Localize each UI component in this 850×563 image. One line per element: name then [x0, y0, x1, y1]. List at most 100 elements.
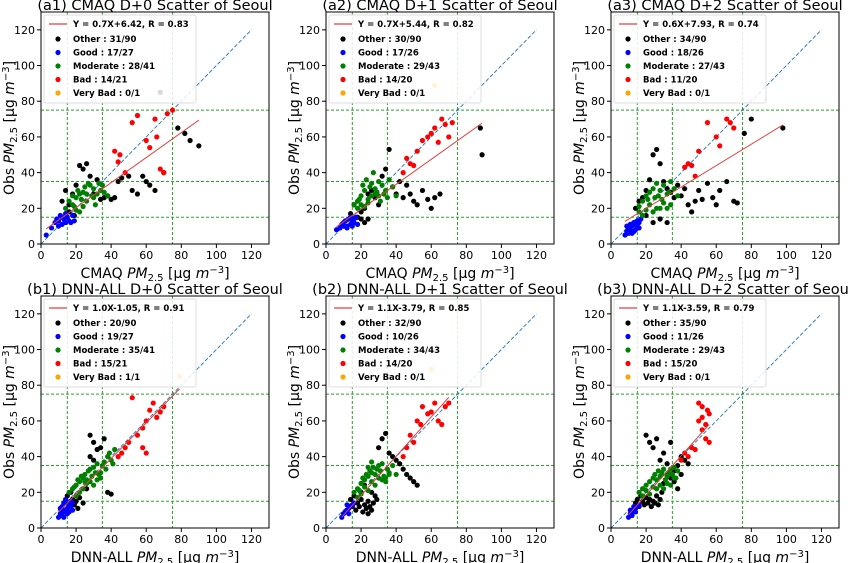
- point-moderate: [664, 205, 670, 211]
- point-moderate: [361, 187, 368, 194]
- point-moderate: [89, 473, 95, 479]
- point-other: [432, 195, 438, 201]
- x-tick-label: 80: [174, 533, 188, 546]
- point-bad: [428, 409, 434, 415]
- x-tick-label: 80: [744, 249, 758, 262]
- axis-label: Obs PM2.5 [μg m−3]: [1, 345, 20, 479]
- point-moderate: [361, 477, 368, 483]
- point-moderate: [101, 189, 107, 195]
- y-tick-label: 0: [598, 522, 605, 535]
- y-tick-label: 40: [21, 451, 35, 464]
- legend-marker-bad: [55, 360, 61, 367]
- point-bad: [134, 112, 141, 119]
- point-other: [689, 209, 695, 215]
- point-bad: [414, 418, 420, 424]
- point-other: [87, 454, 93, 460]
- legend-marker-moderate: [340, 347, 346, 353]
- y-tick-label: 60: [306, 131, 320, 144]
- axis-label: DNN-ALL PM2.5 [μg m−3]: [356, 549, 525, 563]
- legend-marker-very-bad: [625, 374, 631, 380]
- point-moderate: [383, 187, 389, 194]
- subplot-title: (b3) DNN-ALL D+2 Scatter of Seoul: [597, 282, 850, 298]
- x-tick-label: 120: [241, 249, 262, 262]
- legend-marker-moderate: [340, 63, 346, 69]
- legend-entry: Other : 20/90: [73, 319, 136, 329]
- point-bad: [419, 137, 426, 144]
- point-bad: [117, 152, 123, 158]
- point-moderate: [75, 477, 81, 483]
- point-good: [62, 496, 69, 503]
- point-moderate: [646, 491, 653, 497]
- point-other: [414, 482, 420, 488]
- point-other: [175, 125, 181, 131]
- plot-area: [41, 12, 269, 244]
- plot-frame: [325, 295, 555, 529]
- point-other: [400, 466, 406, 472]
- point-good: [631, 228, 637, 235]
- point-other: [675, 486, 681, 492]
- point-moderate: [671, 475, 677, 481]
- legend-entry: Moderate : 27/43: [643, 62, 725, 72]
- legend-entry: Bad : 14/20: [358, 360, 412, 370]
- legend-entry: Good : 17/27: [73, 49, 134, 59]
- point-good: [624, 223, 630, 229]
- point-moderate: [386, 177, 392, 183]
- legend-box: [328, 298, 482, 388]
- legend-fit-label: Y = 0.7X+6.42, R = 0.83: [72, 20, 189, 30]
- point-other: [386, 450, 392, 456]
- point-moderate: [76, 489, 83, 495]
- legend-marker-other: [340, 320, 346, 326]
- point-moderate: [369, 459, 375, 465]
- point-other: [84, 161, 90, 167]
- x-tick-label: 60: [424, 249, 438, 262]
- legend-marker-very-bad: [55, 90, 61, 96]
- point-other: [704, 180, 711, 186]
- point-bad: [414, 148, 420, 154]
- point-other: [664, 219, 670, 226]
- point-moderate: [655, 193, 661, 199]
- plot-area: [326, 12, 554, 244]
- point-other: [748, 116, 754, 122]
- y-tick-label: 20: [591, 202, 605, 215]
- point-other: [383, 430, 389, 437]
- point-moderate: [110, 461, 116, 467]
- legend: Y = 0.6X+7.93, R = 0.74 Other : 34/90 Good…: [613, 14, 767, 104]
- point-moderate: [103, 466, 109, 472]
- point-other: [661, 450, 667, 456]
- point-bad: [411, 439, 417, 445]
- point-moderate: [99, 182, 105, 188]
- legend-entry: Bad : 15/21: [73, 360, 127, 370]
- point-other: [646, 439, 653, 445]
- point-moderate: [643, 487, 649, 494]
- legend-marker-good: [55, 333, 61, 340]
- point-other: [126, 173, 132, 179]
- point-bad: [446, 134, 452, 140]
- x-tick-label: 0: [323, 533, 330, 546]
- point-other: [386, 146, 392, 153]
- point-bad: [703, 421, 709, 428]
- point-other: [655, 502, 661, 508]
- subplot-title: (b2) DNN-ALL D+1 Scatter of Seoul: [312, 282, 568, 298]
- point-good: [351, 216, 357, 222]
- point-good: [59, 507, 65, 513]
- point-bad: [154, 134, 160, 140]
- point-other: [87, 173, 93, 179]
- point-bad: [418, 421, 424, 428]
- point-moderate: [639, 212, 646, 219]
- axis-label: Obs PM2.5 [μg m−3]: [286, 345, 305, 479]
- point-bad: [400, 454, 406, 460]
- legend-entry: Moderate : 35/41: [73, 346, 155, 356]
- point-other: [692, 198, 698, 204]
- legend-entry: Bad : 14/20: [358, 76, 412, 86]
- point-bad: [699, 414, 705, 420]
- point-other: [654, 146, 660, 153]
- point-moderate: [654, 477, 660, 483]
- legend-marker-other: [625, 36, 631, 42]
- point-moderate: [365, 464, 371, 470]
- y-tick-label: 0: [28, 238, 35, 251]
- x-tick-label: 100: [776, 533, 797, 546]
- point-other: [657, 161, 663, 167]
- point-moderate: [636, 489, 642, 495]
- point-moderate: [384, 195, 390, 201]
- y-tick-label: 60: [306, 415, 320, 428]
